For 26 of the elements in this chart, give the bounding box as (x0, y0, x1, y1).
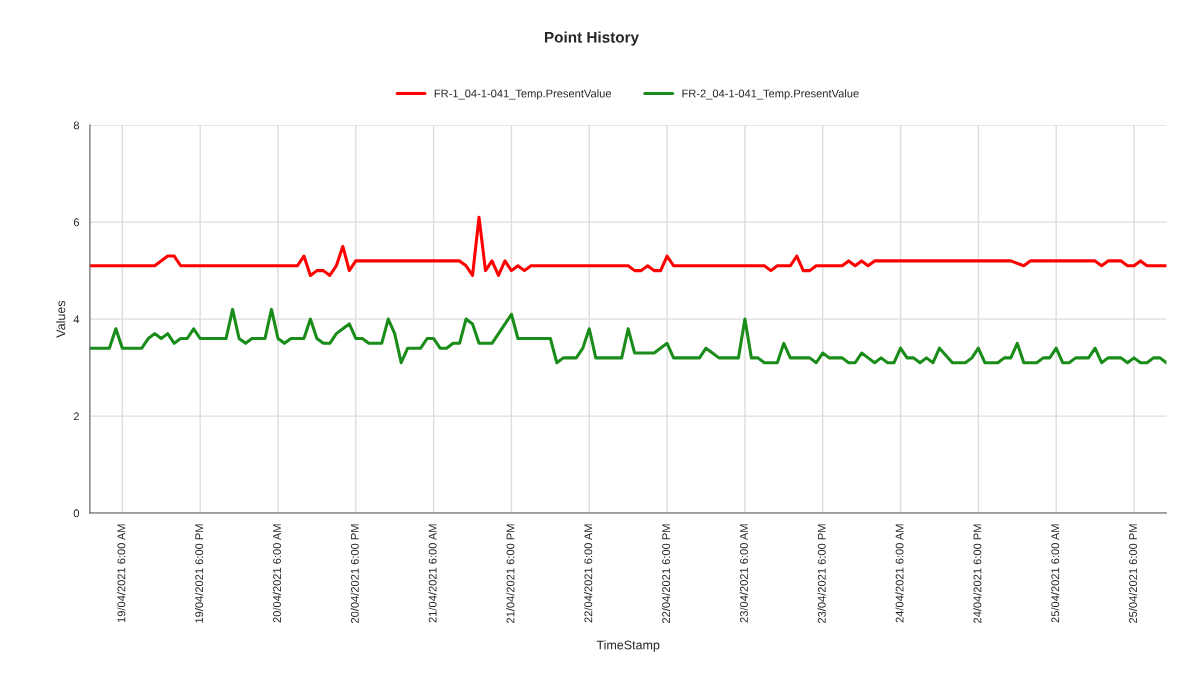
x-tick-label: 25/04/2021 6:00 PM (1128, 524, 1137, 623)
y-tick-label: 8 (73, 121, 80, 130)
chart-title: Point History (544, 31, 639, 46)
x-tick-label: 23/04/2021 6:00 PM (817, 524, 826, 623)
y-axis-title: Values (56, 300, 66, 338)
x-tick-label: 25/04/2021 6:00 AM (1051, 524, 1060, 623)
x-tick-label: 20/04/2021 6:00 PM (350, 524, 359, 623)
x-tick-label: 21/04/2021 6:00 PM (506, 524, 515, 623)
y-tick-label: 6 (73, 218, 79, 227)
x-axis-title: TimeStamp (596, 640, 660, 652)
x-tick-label: 20/04/2021 6:00 AM (272, 524, 281, 623)
x-tick-label: 22/04/2021 6:00 AM (584, 524, 593, 623)
y-tick-label: 0 (73, 509, 80, 518)
x-tick-label: 22/04/2021 6:00 PM (661, 524, 671, 623)
line-series (89, 215, 1167, 277)
x-tick-label: 21/04/2021 6:00 AM (428, 524, 437, 623)
legend-label: FR-1_04-1-041_Temp.PresentValue (434, 89, 612, 100)
x-tick-label: 24/04/2021 6:00 AM (895, 524, 904, 623)
legend-label: FR-2_04-1-041_Temp.PresentValue (682, 89, 859, 100)
x-tick-label: 19/04/2021 6:00 PM (194, 524, 204, 623)
x-tick-label: 23/04/2021 6:00 AM (739, 524, 748, 623)
y-tick-label: 4 (73, 315, 80, 324)
line-series (89, 307, 1167, 365)
x-tick-label: 19/04/2021 6:00 AM (117, 524, 126, 623)
y-tick-label: 2 (73, 412, 79, 421)
x-tick-label: 24/04/2021 6:00 PM (973, 524, 982, 623)
